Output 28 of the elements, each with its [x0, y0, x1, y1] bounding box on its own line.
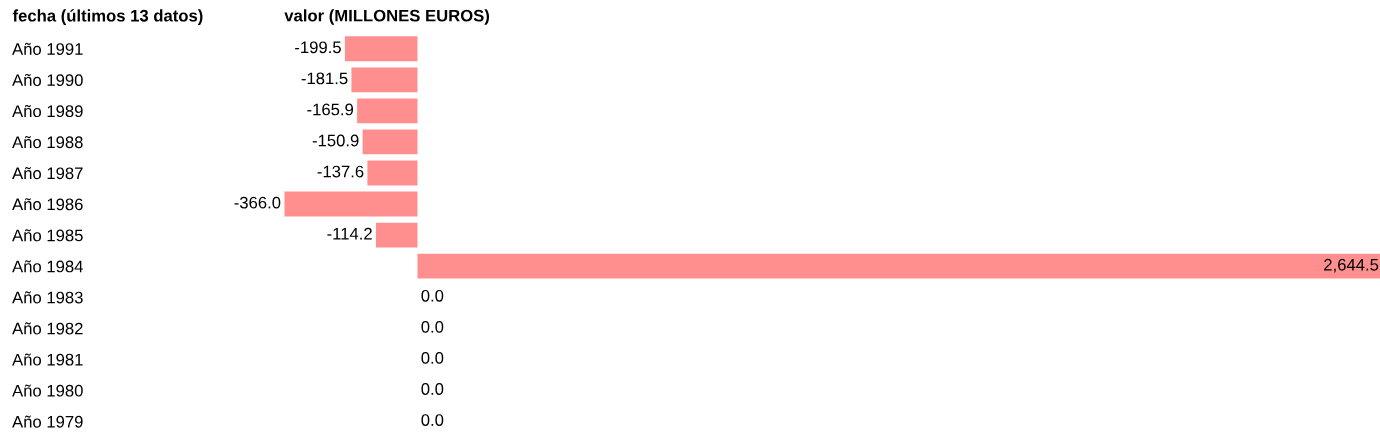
- data-label: -181.5: [301, 72, 348, 85]
- y-tick-label: Año 1988: [12, 136, 83, 149]
- y-axis-title: fecha (últimos 13 datos): [12, 9, 203, 25]
- y-tick-label: Año 1990: [12, 73, 83, 87]
- data-label: 0.0: [421, 414, 444, 426]
- data-label: 0.0: [421, 289, 444, 302]
- data-label: 0.0: [421, 320, 444, 333]
- y-tick-label: Año 1989: [12, 104, 83, 118]
- y-tick-label: Año 1981: [12, 353, 83, 366]
- data-label: 0.0: [421, 352, 444, 364]
- data-label: -137.6: [317, 165, 364, 178]
- data-label: -199.5: [295, 41, 341, 54]
- data-label: 2,644.5: [1324, 258, 1379, 273]
- x-axis-title: valor (MILLONES EUROS): [284, 9, 490, 25]
- y-tick-label: Año 1984: [12, 260, 83, 273]
- data-label: 0.0: [421, 383, 444, 395]
- data-label: -150.9: [312, 134, 359, 147]
- y-tick-label: Año 1991: [12, 42, 83, 55]
- y-tick-label: Año 1980: [12, 384, 83, 397]
- data-label: -165.9: [307, 103, 354, 116]
- y-tick-label: Año 1982: [12, 322, 83, 335]
- y-tick-label: Año 1985: [12, 229, 83, 242]
- data-label: -114.2: [327, 227, 372, 240]
- data-label: -366.0: [234, 196, 281, 209]
- y-tick-label: Año 1979: [12, 415, 83, 428]
- y-tick-label: Año 1987: [12, 167, 83, 180]
- y-tick-label: Año 1986: [12, 198, 83, 211]
- y-tick-label: Año 1983: [12, 291, 83, 304]
